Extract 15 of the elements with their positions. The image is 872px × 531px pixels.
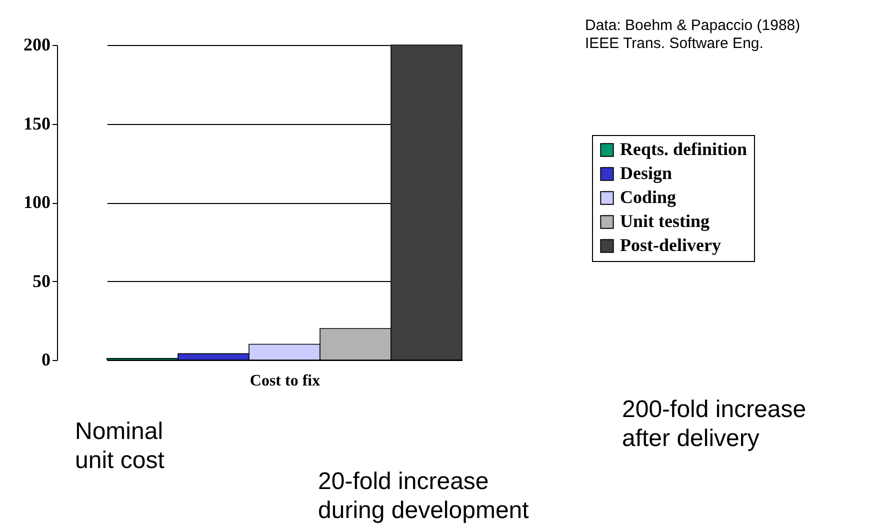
legend-label: Unit testing bbox=[620, 211, 710, 231]
text: Nominal unit cost bbox=[75, 418, 165, 474]
x-axis-title: Cost to fix bbox=[250, 372, 320, 390]
y-tick-label: 50 bbox=[32, 270, 50, 291]
text: 20-fold increase during development bbox=[318, 468, 530, 524]
y-tick-label: 150 bbox=[24, 113, 50, 134]
y-tick-label: 0 bbox=[42, 350, 50, 370]
text: 200-fold increase after delivery bbox=[622, 396, 806, 452]
legend-label: Coding bbox=[620, 187, 676, 207]
legend-label: Design bbox=[620, 163, 672, 183]
text: Data: Boehm & Papaccio (1988) IEEE Trans. Software Eng. bbox=[585, 17, 800, 52]
y-tick-label: 200 bbox=[24, 34, 50, 54]
legend-label: Reqts. definition bbox=[620, 139, 748, 159]
legend-label: Post-delivery bbox=[620, 235, 721, 255]
y-tick-label: 100 bbox=[24, 192, 50, 212]
